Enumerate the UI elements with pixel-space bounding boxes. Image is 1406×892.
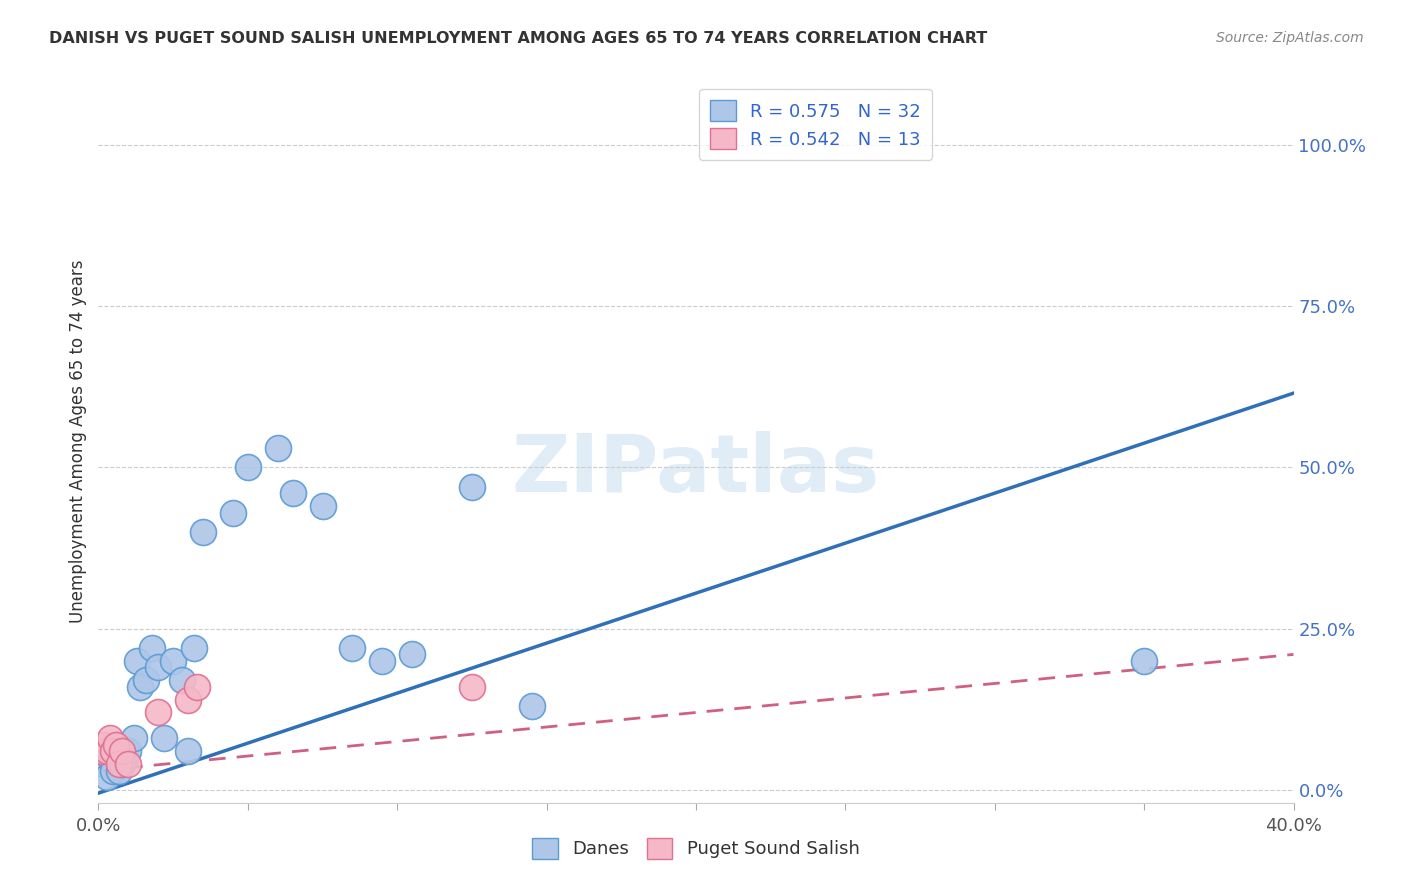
Point [105, 744, 128, 758]
Point [96, 770, 118, 784]
Point [461, 680, 484, 694]
Point [153, 731, 176, 746]
Point [461, 480, 484, 494]
Point [96, 744, 118, 758]
Point [98, 750, 122, 764]
Point [191, 524, 214, 539]
Point [114, 750, 136, 764]
Point [236, 460, 259, 475]
Point [103, 744, 125, 758]
Point [93, 757, 115, 772]
Point [103, 764, 125, 778]
Point [135, 673, 157, 688]
Text: Source: ZipAtlas.com: Source: ZipAtlas.com [1216, 31, 1364, 45]
Point [117, 757, 139, 772]
Legend: Danes, Puget Sound Salish: Danes, Puget Sound Salish [524, 830, 868, 866]
Point [222, 506, 245, 520]
Point [124, 731, 146, 746]
Point [129, 680, 152, 694]
Point [401, 648, 423, 662]
Point [111, 757, 134, 772]
Point [162, 654, 184, 668]
Point [105, 738, 128, 752]
Point [342, 640, 364, 655]
Point [183, 640, 205, 655]
Point [117, 744, 139, 758]
Point [311, 499, 333, 513]
Point [98, 731, 122, 746]
Text: DANISH VS PUGET SOUND SALISH UNEMPLOYMENT AMONG AGES 65 TO 74 YEARS CORRELATION : DANISH VS PUGET SOUND SALISH UNEMPLOYMEN… [49, 31, 987, 46]
Point [172, 673, 194, 688]
Point [520, 699, 543, 714]
Point [281, 486, 304, 500]
Point [93, 738, 115, 752]
Point [148, 706, 170, 720]
Point [127, 654, 149, 668]
Point [267, 441, 290, 455]
Point [111, 744, 134, 758]
Y-axis label: Unemployment Among Ages 65 to 74 years: Unemployment Among Ages 65 to 74 years [69, 260, 87, 624]
Point [177, 692, 200, 706]
Point [177, 744, 200, 758]
Point [90, 744, 112, 758]
Point [108, 764, 131, 778]
Point [148, 660, 170, 674]
Point [141, 640, 163, 655]
Point [371, 654, 394, 668]
Point [1133, 654, 1156, 668]
Point [108, 757, 131, 772]
Text: ZIPatlas: ZIPatlas [512, 432, 880, 509]
Point [186, 680, 208, 694]
